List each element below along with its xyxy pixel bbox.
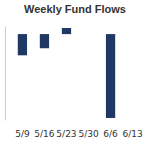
x-tick: 5/16 [34,129,54,139]
x-tick: 6/6 [103,129,118,139]
x-tick-label: 5/16 [34,129,54,139]
bar [62,28,71,34]
bar [84,34,93,35]
x-tick-label: 6/13 [122,129,142,139]
bar [18,34,27,55]
chart: Weekly Fund Flows 5/9 5/165/235/30 6/6 6/13 [0,0,150,150]
bars [18,28,115,118]
bar [106,34,115,118]
x-tick-label: 6/6 [103,129,118,139]
title: Weekly Fund Flows [24,3,126,15]
y-axis-line [5,27,6,121]
x-axis: 5/9 5/165/235/30 6/6 6/13 [15,129,143,139]
bar [40,34,49,48]
x-tick-label: 5/9 [15,129,30,139]
x-tick: 5/9 [15,129,30,139]
x-tick-label: 5/30 [78,129,98,139]
x-tick: 5/23 [56,129,76,139]
y-axis [5,27,6,121]
x-tick: 6/13 [122,129,142,139]
x-tick: 5/30 [78,129,98,139]
x-tick-label: 5/23 [56,129,76,139]
bar [128,34,137,35]
